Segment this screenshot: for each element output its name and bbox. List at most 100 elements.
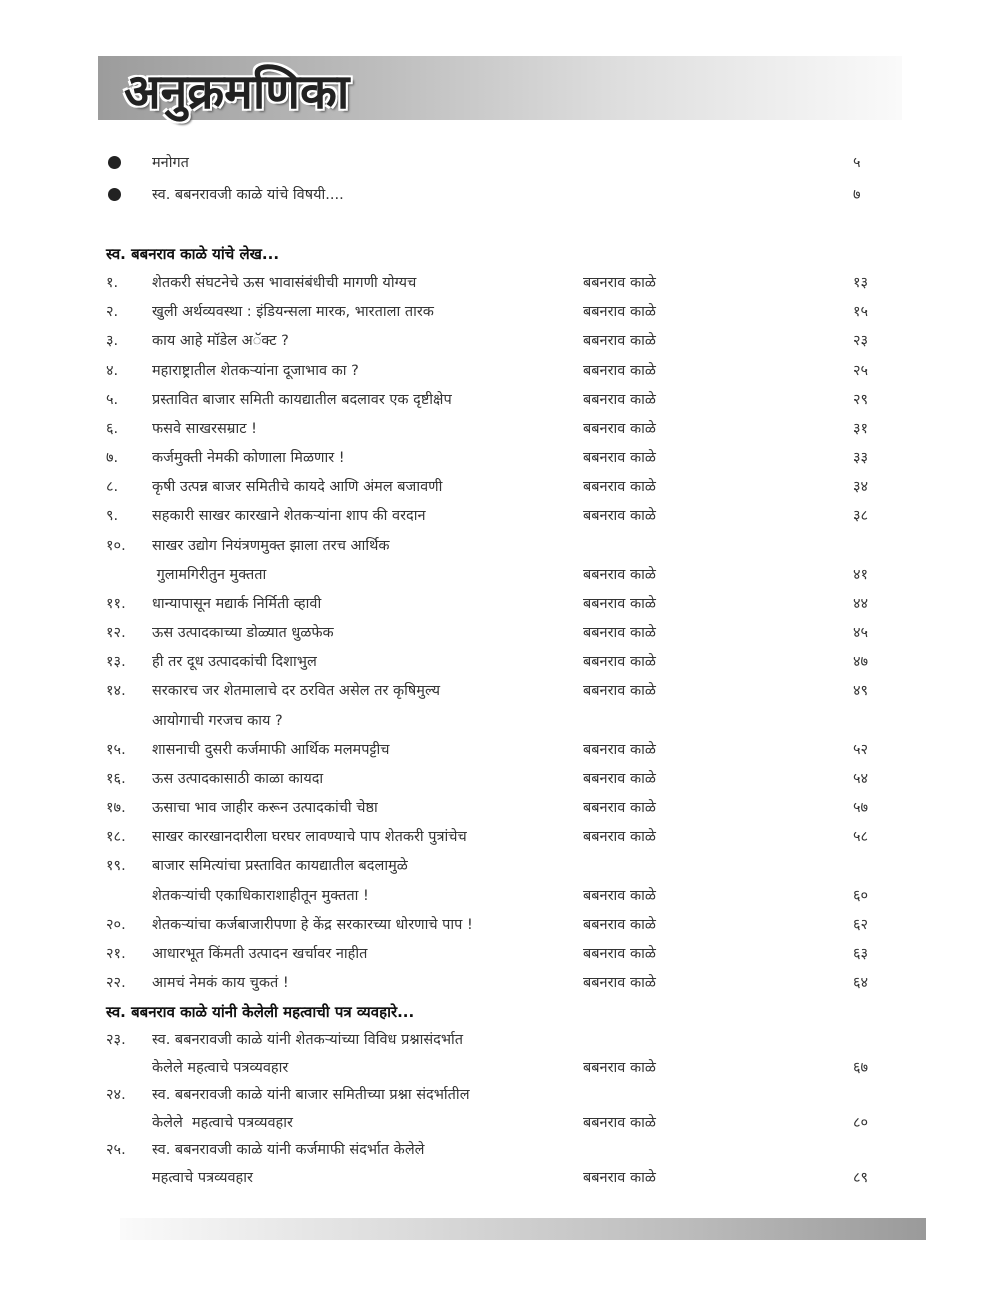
entry-author: बबनराव काळे: [583, 567, 656, 583]
entry-title: कर्जमुक्ती नेमकी कोणाला मिळणार !: [152, 450, 345, 466]
entry-title: स्व. बबनरावजी काळे यांनी कर्जमाफी संदर्भ…: [152, 1142, 425, 1158]
entry-title: केलेले महत्वाचे पत्रव्यवहार: [152, 1115, 293, 1131]
page-number: ५८: [853, 829, 869, 845]
entry-title: प्रस्तावित बाजार समिती कायद्यातील बदलावर…: [152, 392, 452, 408]
entry-number: ६.: [106, 421, 119, 437]
entry-title: साखर उद्योग नियंत्रणमुक्त झाला तरच आर्थि…: [152, 538, 390, 554]
toc-entry: केलेले महत्वाचे पत्रव्यवहार बबनराव काळे ८०: [0, 1111, 1000, 1135]
entry-number: ८.: [106, 479, 119, 495]
toc-entry: २५. स्व. बबनरावजी काळे यांनी कर्जमाफी संद…: [0, 1138, 1000, 1162]
header-banner: अनुक्रमणिका: [98, 56, 902, 120]
page-number: ३३: [853, 450, 869, 466]
toc-entry: १८. साखर कारखानदारीला घरघर लावण्याचे पाप …: [0, 825, 1000, 849]
intro-item: स्व. बबनरावजी काळे यांचे विषयी.... ७: [0, 183, 1000, 207]
page-number: १३: [853, 275, 869, 291]
entry-title: सहकारी साखर कारखाने शेतकऱ्यांना शाप की व…: [152, 508, 426, 524]
entry-title: सरकारच जर शेतमालाचे दर ठरवित असेल तर कृष…: [152, 683, 441, 699]
entry-number: १८.: [106, 829, 126, 845]
entry-number: ३.: [106, 333, 119, 349]
toc-entry: ११. धान्यापासून मद्यार्क निर्मिती व्हावी ब…: [0, 592, 1000, 616]
entry-number: ७.: [106, 450, 119, 466]
toc-entry: २०. शेतकऱ्यांचा कर्जबाजारीपणा हे केंद्र स…: [0, 913, 1000, 937]
toc-entry: १६. ऊस उत्पादकासाठी काळा कायदा बबनराव काळे…: [0, 767, 1000, 791]
page-title: अनुक्रमणिका: [124, 64, 350, 120]
toc-entry: १९. बाजार समित्यांचा प्रस्तावित कायद्याती…: [0, 854, 1000, 878]
entry-number: २१.: [106, 946, 126, 962]
toc-entry: आयोगाची गरजच काय ?: [0, 709, 1000, 733]
entry-title: शेतकरी संघटनेचे ऊस भावासंबंधीची मागणी यो…: [152, 275, 417, 291]
entry-author: बबनराव काळे: [583, 596, 656, 612]
page-number: ५४: [853, 771, 869, 787]
page-number: ३४: [853, 479, 869, 495]
page-number: ६३: [853, 946, 869, 962]
entry-title: काय आहे मॉडेल अॅक्ट ?: [152, 333, 289, 349]
entry-number: ५.: [106, 392, 119, 408]
page-number: ७: [853, 187, 861, 203]
entry-number: २३.: [106, 1032, 126, 1048]
entry-title: बाजार समित्यांचा प्रस्तावित कायद्यातील ब…: [152, 858, 408, 874]
page-number: २५: [853, 363, 869, 379]
entry-number: १.: [106, 275, 119, 291]
entry-number: ११.: [106, 596, 126, 612]
toc-entry: २३. स्व. बबनरावजी काळे यांनी शेतकऱ्यांच्य…: [0, 1028, 1000, 1052]
entry-title: शासनाची दुसरी कर्जमाफी आर्थिक मलमपट्टीच: [152, 742, 390, 758]
toc-entry: गुलामगिरीतुन मुक्तता बबनराव काळे ४१: [0, 563, 1000, 587]
page-number: ५२: [853, 742, 869, 758]
page-number: ८०: [853, 1115, 869, 1131]
toc-entry: १३. ही तर दूध उत्पादकांची दिशाभुल बबनराव क…: [0, 650, 1000, 674]
entry-author: बबनराव काळे: [583, 333, 656, 349]
toc-entry: केलेले महत्वाचे पत्रव्यवहार बबनराव काळे ६७: [0, 1056, 1000, 1080]
toc-entry: १५. शासनाची दुसरी कर्जमाफी आर्थिक मलमपट्ट…: [0, 738, 1000, 762]
entry-number: १९.: [106, 858, 126, 874]
entry-author: बबनराव काळे: [583, 508, 656, 524]
toc-entry: २४. स्व. बबनरावजी काळे यांनी बाजार समितीच…: [0, 1083, 1000, 1107]
toc-entry: २. खुली अर्थव्यवस्था : इंडियन्सला मारक, भ…: [0, 300, 1000, 324]
toc-entry: २१. आधारभूत किंमती उत्पादन खर्चावर नाहीत ब…: [0, 942, 1000, 966]
toc-entry: १०. साखर उद्योग नियंत्रणमुक्त झाला तरच आर…: [0, 534, 1000, 558]
entry-title: ही तर दूध उत्पादकांची दिशाभुल: [152, 654, 317, 670]
entry-title: कृषी उत्पन्न बाजर समितीचे कायदे आणि अंमल…: [152, 479, 443, 495]
entry-author: बबनराव काळे: [583, 1115, 656, 1131]
entry-title: शेतकऱ्यांची एकाधिकाराशाहीतून मुक्तता !: [152, 888, 369, 904]
page-number: ४४: [853, 596, 869, 612]
entry-title: साखर कारखानदारीला घरघर लावण्याचे पाप शेत…: [152, 829, 467, 845]
toc-entry: ६. फसवे साखरसम्राट ! बबनराव काळे ३१: [0, 417, 1000, 441]
entry-number: ९.: [106, 508, 119, 524]
page-number: २३: [853, 333, 869, 349]
entry-author: बबनराव काळे: [583, 421, 656, 437]
entry-number: १६.: [106, 771, 126, 787]
entry-author: बबनराव काळे: [583, 829, 656, 845]
toc-entry: महत्वाचे पत्रव्यवहार बबनराव काळे ८९: [0, 1166, 1000, 1190]
entry-title: शेतकऱ्यांचा कर्जबाजारीपणा हे केंद्र सरका…: [152, 917, 473, 933]
page-number: ४९: [853, 683, 869, 699]
page-number: १५: [853, 304, 869, 320]
toc-entry: ८. कृषी उत्पन्न बाजर समितीचे कायदे आणि अं…: [0, 475, 1000, 499]
page-number: ४७: [853, 654, 869, 670]
entry-author: बबनराव काळे: [583, 742, 656, 758]
entry-author: बबनराव काळे: [583, 683, 656, 699]
entry-number: १३.: [106, 654, 126, 670]
section-heading-text: स्व. बबनराव काळे यांचे लेख...: [106, 245, 280, 263]
entry-number: २०.: [106, 917, 126, 933]
entry-title: ऊस उत्पादकाच्या डोळ्यात धुळफेक: [152, 625, 334, 641]
page-number: ६७: [853, 1060, 869, 1076]
section-heading-text: स्व. बबनराव काळे यांनी केलेली महत्वाची प…: [106, 1003, 415, 1021]
toc-entry: १७. ऊसाचा भाव जाहीर करून उत्पादकांची चेष्…: [0, 796, 1000, 820]
entry-title: गुलामगिरीतुन मुक्तता: [152, 567, 267, 583]
page-number: ६०: [853, 888, 869, 904]
entry-author: बबनराव काळे: [583, 1170, 656, 1186]
entry-author: बबनराव काळे: [583, 917, 656, 933]
section-heading: स्व. बबनराव काळे यांचे लेख...: [0, 242, 1000, 266]
entry-number: १४.: [106, 683, 126, 699]
entry-title: आयोगाची गरजच काय ?: [152, 713, 283, 729]
entry-title: ऊस उत्पादकासाठी काळा कायदा: [152, 771, 324, 787]
toc-entry: ५. प्रस्तावित बाजार समिती कायद्यातील बदला…: [0, 388, 1000, 412]
entry-number: २२.: [106, 975, 126, 991]
entry-title: फसवे साखरसम्राट !: [152, 421, 257, 437]
entry-author: बबनराव काळे: [583, 1060, 656, 1076]
entry-author: बबनराव काळे: [583, 479, 656, 495]
entry-title: केलेले महत्वाचे पत्रव्यवहार: [152, 1060, 289, 1076]
toc-entry: १२. ऊस उत्पादकाच्या डोळ्यात धुळफेक बबनराव …: [0, 621, 1000, 645]
toc-entry: शेतकऱ्यांची एकाधिकाराशाहीतून मुक्तता ! बब…: [0, 884, 1000, 908]
intro-item: मनोगत ५: [0, 151, 1000, 175]
